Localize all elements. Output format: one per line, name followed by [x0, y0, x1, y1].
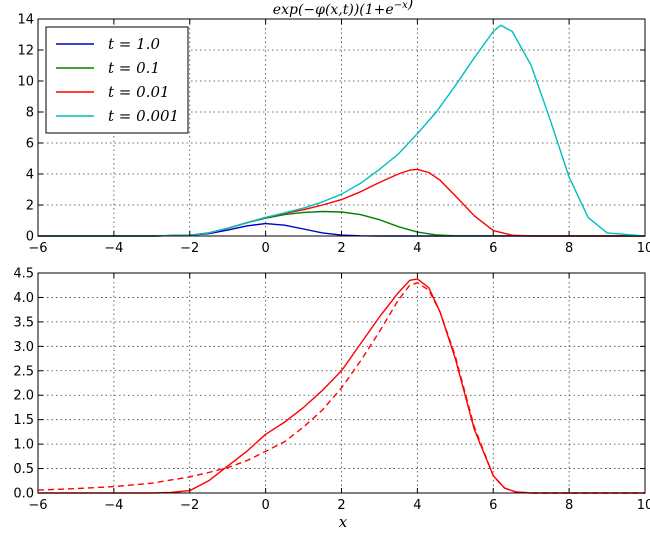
- y-tick-label: 8: [26, 106, 34, 121]
- x-tick-label: 6: [489, 498, 497, 513]
- top-chart-title: exp(−φ(x,t))(1+e−x): [273, 0, 413, 18]
- y-tick-label: 4.5: [13, 267, 34, 282]
- x-tick-label: −4: [104, 498, 123, 513]
- y-tick-label: 3.5: [13, 315, 34, 330]
- bottom-chart-xlabel: x: [339, 513, 348, 531]
- series-line-4: [38, 24, 646, 237]
- y-tick-label: 2: [26, 199, 34, 214]
- x-tick-label: 2: [337, 241, 345, 256]
- y-tick-label: 1.5: [13, 413, 34, 428]
- plot-frame: [37, 18, 646, 237]
- y-tick-label: 10: [17, 75, 34, 90]
- y-tick-label: 2.0: [13, 389, 34, 404]
- legend-label: t = 0.01: [108, 83, 170, 101]
- x-tick-label: −6: [28, 241, 47, 256]
- legend-label: t = 0.001: [108, 107, 179, 125]
- x-tick-label: −6: [28, 498, 47, 513]
- x-tick-label: 4: [413, 241, 421, 256]
- x-tick-label: 2: [337, 498, 345, 513]
- x-tick-label: 4: [413, 498, 421, 513]
- x-tick-label: 8: [565, 498, 573, 513]
- y-tick-label: 0: [26, 230, 34, 245]
- y-tick-label: 12: [17, 44, 34, 59]
- series-line-1: [38, 278, 645, 494]
- y-tick-label: 6: [26, 137, 34, 152]
- legend-label: t = 0.1: [108, 59, 160, 77]
- y-tick-label: 4: [26, 168, 34, 183]
- legend-label: t = 1.0: [108, 35, 160, 53]
- legend: t = 1.0 t = 0.1 t = 0.01 t = 0.001: [45, 26, 189, 134]
- x-tick-label: 0: [261, 241, 269, 256]
- x-tick-label: 10: [637, 241, 650, 256]
- x-tick-label: −2: [180, 498, 199, 513]
- y-tick-label: 1.0: [13, 438, 34, 453]
- series-line-2: [37, 282, 645, 494]
- x-tick-label: 8: [565, 241, 573, 256]
- y-tick-label: 0.0: [13, 487, 34, 502]
- x-tick-label: 6: [489, 241, 497, 256]
- y-tick-label: 3.0: [13, 340, 34, 355]
- plot-frame: [37, 272, 646, 494]
- x-tick-label: −2: [180, 241, 199, 256]
- y-tick-label: 4.0: [13, 291, 34, 306]
- x-tick-label: −4: [104, 241, 123, 256]
- x-tick-label: 0: [261, 498, 269, 513]
- y-tick-label: 2.5: [13, 364, 34, 379]
- y-tick-label: 14: [17, 13, 34, 28]
- y-tick-label: 0.5: [13, 462, 34, 477]
- x-tick-label: 10: [637, 498, 650, 513]
- bottom-chart: −6 −4 −2 0 2 4 6 8 10 0.0 0.5 1.0 1.5 2.0 2.5 3.0 3.5 4.0…: [13, 267, 650, 514]
